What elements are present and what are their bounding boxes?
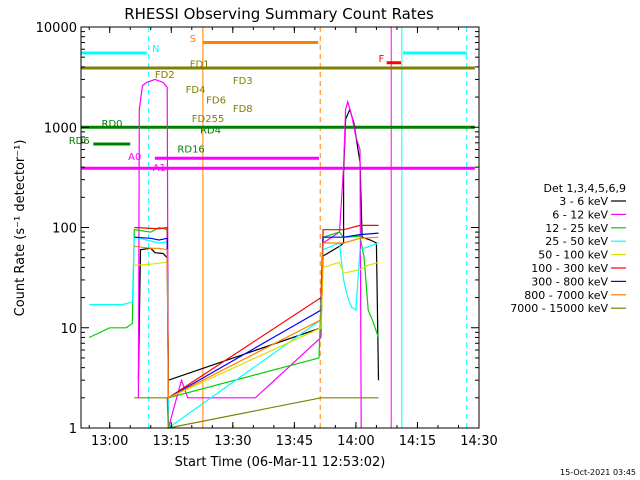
legend-entry-label: 12 - 25 keV <box>545 222 608 235</box>
flag-annotation: FD2 <box>155 70 175 81</box>
legend-entry-label: 50 - 100 keV <box>538 249 608 262</box>
y-tick-label: 1000 <box>44 121 77 136</box>
y-tick-label: 10000 <box>36 21 77 36</box>
x-axis-label: Start Time (06-Mar-11 12:53:02) <box>175 455 386 470</box>
x-tick-label: 13:00 <box>91 434 128 449</box>
y-axis-label: Count Rate (s⁻¹ detector⁻¹) <box>13 140 28 317</box>
series-line <box>137 78 362 429</box>
flag-annotation: RD4 <box>200 125 221 136</box>
x-tick-label: 14:15 <box>399 434 436 449</box>
legend-entry-label: 800 - 7000 keV <box>524 289 608 302</box>
flag-annotation: FD255 <box>192 114 225 125</box>
legend-entry-label: 300 - 800 keV <box>531 275 608 288</box>
series-line <box>134 232 379 399</box>
legend-title: Det 1,3,4,5,6,9 <box>543 182 626 195</box>
x-tick-label: 14:00 <box>337 434 374 449</box>
x-tick-label: 13:15 <box>153 434 190 449</box>
y-tick-label: 10 <box>60 322 77 337</box>
flag-annotation: A0 <box>128 152 141 163</box>
x-tick-label: 13:30 <box>214 434 251 449</box>
flag-annotation: RD6 <box>69 136 90 147</box>
flag-annotation: FD6 <box>206 96 226 107</box>
flag-annotation: A1 <box>153 163 166 174</box>
flag-annotation: N <box>152 44 159 55</box>
flag-annotation: RD0 <box>102 119 123 130</box>
flag-annotation: F <box>378 54 384 65</box>
x-tick-label: 14:30 <box>460 434 497 449</box>
flag-annotation: FD1 <box>190 59 210 70</box>
flag-annotation: RD16 <box>177 144 204 155</box>
y-tick-label: 100 <box>52 222 77 237</box>
flag-annotation: FD4 <box>186 85 206 96</box>
legend-entry-label: 3 - 6 keV <box>559 195 608 208</box>
flag-annotation: FD8 <box>233 104 253 115</box>
timestamp: 15-Oct-2021 03:45 <box>560 468 636 477</box>
legend-entry-label: 7000 - 15000 keV <box>510 302 608 315</box>
series-line <box>134 236 379 399</box>
legend-entry-label: 25 - 50 keV <box>545 235 608 248</box>
chart-title: RHESSI Observing Summary Count Rates <box>124 5 434 23</box>
series-line <box>134 224 379 399</box>
y-tick-label: 1 <box>69 422 77 437</box>
legend-entry-label: 100 - 300 keV <box>531 262 608 275</box>
flag-annotation: S <box>190 34 196 45</box>
flag-annotation: FD3 <box>233 76 253 87</box>
legend-entry-label: 6 - 12 keV <box>552 208 608 221</box>
x-tick-label: 13:45 <box>276 434 313 449</box>
